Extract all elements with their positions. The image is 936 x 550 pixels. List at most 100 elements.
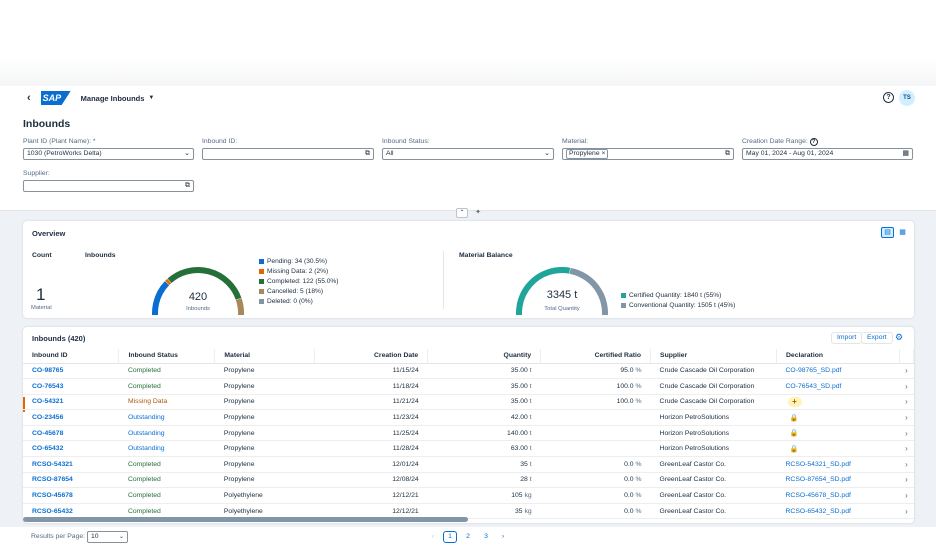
help-icon[interactable]: ? bbox=[883, 92, 894, 103]
value-help-icon[interactable]: ⧉ bbox=[725, 150, 730, 157]
legend-swatch bbox=[259, 288, 264, 294]
inbound-id-link[interactable]: RCSO-65432 bbox=[32, 507, 73, 515]
inbound-id-link[interactable]: CO-76543 bbox=[32, 382, 64, 390]
table-row[interactable]: RCSO-54321 Completed Propylene 12/01/24 35 t… bbox=[23, 456, 914, 473]
ratio-value: 0.0 bbox=[624, 507, 634, 515]
horizontal-scrollbar[interactable] bbox=[23, 517, 468, 522]
qty-unit: t bbox=[529, 460, 532, 468]
ratio-value: 0.0 bbox=[624, 460, 634, 468]
lock-icon: 🔒 bbox=[789, 430, 799, 438]
page-3[interactable]: 3 bbox=[484, 533, 488, 540]
inbound-id-link[interactable]: RCSO-54321 bbox=[32, 460, 73, 468]
table-row[interactable]: CO-65432 Outstanding Propylene 11/28/24 63.0… bbox=[23, 440, 914, 458]
inbound-id-link[interactable]: CO-45678 bbox=[32, 429, 64, 437]
declaration-link[interactable]: RCSO-65432_SD.pdf bbox=[785, 507, 851, 515]
declaration-link[interactable]: RCSO-87654_SD.pdf bbox=[785, 476, 851, 484]
value-help-icon[interactable]: ⧉ bbox=[185, 182, 190, 189]
legend-text: Conventional Quantity: 1505 t (45%) bbox=[629, 301, 736, 309]
import-button[interactable]: Import bbox=[831, 332, 863, 344]
close-icon[interactable]: × bbox=[601, 150, 606, 157]
next-page-icon[interactable]: › bbox=[501, 533, 505, 540]
date-text: 11/28/24 bbox=[392, 445, 419, 453]
table-row[interactable]: RCSO-45678 Completed Polyethylene 12/12/21 1… bbox=[23, 487, 914, 504]
prev-page-icon[interactable]: ‹ bbox=[431, 533, 435, 540]
qty-unit: t bbox=[529, 429, 532, 437]
page-2[interactable]: 2 bbox=[466, 533, 470, 540]
row-nav-icon[interactable]: › bbox=[905, 491, 908, 501]
status-select[interactable]: All ⌄ bbox=[382, 148, 554, 160]
date-text: 12/12/21 bbox=[392, 492, 419, 500]
inbound-id-link[interactable]: RCSO-87654 bbox=[32, 476, 73, 484]
col-header[interactable]: Supplier bbox=[650, 349, 777, 364]
export-button[interactable]: Export bbox=[861, 332, 893, 344]
row-nav-icon[interactable]: › bbox=[905, 459, 908, 469]
col-header[interactable]: Inbound ID bbox=[23, 349, 120, 364]
chart-view-button[interactable]: ▤ bbox=[881, 227, 894, 238]
supplier-text: Horizon PetroSolutions bbox=[659, 445, 730, 453]
count-value: 1 bbox=[36, 285, 46, 304]
back-icon[interactable]: ‹ bbox=[27, 92, 31, 104]
table-row[interactable]: CO-76543 Completed Propylene 11/18/24 35.00 … bbox=[23, 378, 914, 395]
col-header[interactable]: Inbound Status bbox=[118, 349, 216, 364]
collapse-header-button[interactable]: ⌃ bbox=[456, 208, 468, 218]
supplier-text: GreenLeaf Castor Co. bbox=[659, 460, 727, 468]
calendar-icon[interactable]: ▦ bbox=[902, 150, 909, 157]
help-icon[interactable]: ? bbox=[809, 138, 818, 146]
status-text: Outstanding bbox=[127, 429, 165, 437]
inbound-id-input[interactable]: ⧉ bbox=[202, 148, 374, 160]
row-nav-icon[interactable]: › bbox=[905, 475, 908, 485]
supplier-label: Supplier: bbox=[23, 170, 50, 177]
table-row[interactable]: RCSO-87654 Completed Propylene 12/08/24 28 t… bbox=[23, 472, 914, 489]
row-nav-icon[interactable]: › bbox=[905, 381, 908, 391]
declaration-link[interactable]: RCSO-54321_SD.pdf bbox=[785, 460, 851, 468]
col-header[interactable]: Declaration bbox=[776, 349, 900, 364]
pin-header-icon[interactable]: ✦ bbox=[475, 209, 481, 216]
app-title[interactable]: Manage Inbounds bbox=[80, 93, 145, 103]
col-header[interactable]: Quantity bbox=[427, 349, 542, 364]
table-view-button[interactable]: ▦ bbox=[899, 229, 906, 236]
table-row[interactable]: CO-98765 Completed Propylene 11/15/24 35.00 … bbox=[23, 363, 914, 380]
avatar[interactable]: TS bbox=[899, 90, 915, 106]
col-header[interactable]: Certified Ratio bbox=[540, 349, 652, 364]
row-nav-icon[interactable]: › bbox=[905, 444, 908, 454]
plant-select[interactable]: 1030 (PetroWorks Delta) ⌄ bbox=[23, 148, 194, 160]
rpp-select[interactable]: 10 ⌄ bbox=[87, 531, 128, 543]
declaration-link[interactable]: CO-76543_SD.pdf bbox=[785, 382, 842, 390]
row-nav-icon[interactable]: › bbox=[905, 397, 908, 407]
material-token[interactable]: Propylene × bbox=[566, 149, 609, 159]
lock-icon: 🔒 bbox=[789, 414, 799, 422]
supplier-text: Crude Cascade Oil Corporation bbox=[659, 382, 755, 390]
table-row[interactable]: CO-45678 Outstanding Propylene 11/25/24 140.… bbox=[23, 425, 914, 442]
col-header[interactable]: Material bbox=[214, 349, 316, 364]
page-1[interactable]: 1 bbox=[443, 531, 457, 543]
gear-icon[interactable]: ⚙ bbox=[895, 332, 904, 342]
qty-value: 105 bbox=[511, 492, 523, 500]
inbound-id-link[interactable]: CO-23456 bbox=[32, 414, 64, 422]
table-row[interactable]: CO-23456 Outstanding Propylene 11/23/24 42.0… bbox=[23, 409, 914, 426]
material-text: Propylene bbox=[223, 429, 255, 437]
shell-bar: ‹ SAP Manage Inbounds ▼ ? TS bbox=[0, 86, 936, 110]
add-declaration-icon[interactable]: + bbox=[787, 396, 802, 407]
declaration-link[interactable]: CO-98765_SD.pdf bbox=[785, 367, 842, 375]
inbound-id-link[interactable]: CO-65432 bbox=[32, 445, 64, 453]
col-header[interactable]: Creation Date bbox=[314, 349, 429, 364]
inbound-id-link[interactable]: CO-98765 bbox=[32, 367, 64, 375]
material-text: Propylene bbox=[223, 445, 255, 453]
value-help-icon[interactable]: ⧉ bbox=[365, 150, 370, 157]
row-nav-icon[interactable]: › bbox=[905, 506, 908, 516]
inbound-id-link[interactable]: RCSO-45678 bbox=[32, 492, 73, 500]
date-label: Creation Date Range: ? bbox=[742, 138, 818, 146]
date-value: May 01, 2024 - Aug 01, 2024 bbox=[746, 150, 834, 157]
material-input[interactable]: Propylene × ⧉ bbox=[562, 148, 734, 160]
row-nav-icon[interactable]: › bbox=[905, 413, 908, 423]
inbound-id-link[interactable]: CO-54321 bbox=[32, 398, 64, 406]
chevron-down-icon[interactable]: ▼ bbox=[148, 95, 155, 101]
date-range-input[interactable]: May 01, 2024 - Aug 01, 2024 ▦ bbox=[742, 148, 913, 160]
balance-label: Material Balance bbox=[459, 252, 513, 259]
declaration-link[interactable]: RCSO-45678_SD.pdf bbox=[785, 492, 851, 500]
row-nav-icon[interactable]: › bbox=[905, 366, 908, 376]
row-nav-icon[interactable]: › bbox=[905, 428, 908, 438]
table-row[interactable]: CO-54321 Missing Data Propylene 11/21/24 35.… bbox=[23, 394, 914, 411]
inbounds-legend: Pending: 34 (30.5%) Missing Data: 2 (2%)… bbox=[259, 256, 338, 306]
supplier-input[interactable]: ⧉ bbox=[23, 180, 194, 192]
